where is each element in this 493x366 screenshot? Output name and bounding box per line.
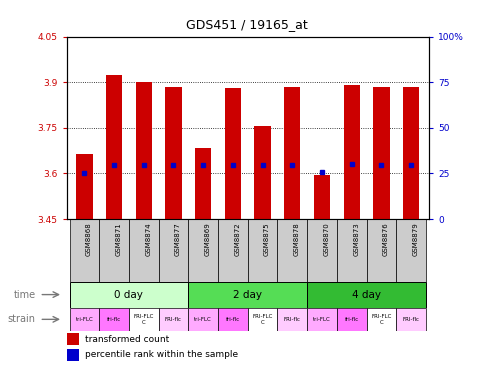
Bar [165,87,181,219]
Bar [70,307,99,331]
Bar [366,219,396,281]
Text: percentile rank within the sample: percentile rank within the sample [85,350,238,359]
Text: GSM8874: GSM8874 [145,222,151,256]
Bar [396,307,426,331]
Bar [366,307,396,331]
Bar [337,219,366,281]
Bar [218,307,248,331]
Bar [278,307,307,331]
Text: FRI-FLC
C: FRI-FLC C [252,314,273,325]
Bar [307,281,426,307]
Bar [129,307,159,331]
Text: tri-FLC: tri-FLC [194,317,212,322]
Bar [67,349,79,361]
Bar [188,307,218,331]
Text: tri-FLC: tri-FLC [313,317,331,322]
Text: 4 day: 4 day [352,290,381,300]
Text: GSM8868: GSM8868 [86,222,92,256]
Bar [344,85,360,219]
Text: GSM8870: GSM8870 [323,222,329,256]
Text: FRI-flc: FRI-flc [165,317,182,322]
Bar [373,87,389,219]
Bar [99,307,129,331]
Text: 2 day: 2 day [233,290,262,300]
Bar [248,307,278,331]
Bar [337,307,366,331]
Text: FRI-flc: FRI-flc [284,317,301,322]
Text: GSM8869: GSM8869 [205,222,211,256]
Bar [225,88,241,219]
Bar [136,82,152,219]
Bar [76,154,93,219]
Bar [70,219,99,281]
Text: GSM8877: GSM8877 [175,222,181,256]
Text: time: time [14,290,36,300]
Text: fri-flc: fri-flc [226,317,240,322]
Text: FRI-flc: FRI-flc [403,317,420,322]
Text: GSM8873: GSM8873 [353,222,359,256]
Bar [159,219,188,281]
Text: GSM8879: GSM8879 [413,222,419,256]
Bar [314,175,330,219]
Bar [159,307,188,331]
Bar [188,219,218,281]
Bar [307,219,337,281]
Bar [278,219,307,281]
Bar [129,219,159,281]
Text: GDS451 / 19165_at: GDS451 / 19165_at [186,18,307,31]
Text: fri-flc: fri-flc [345,317,359,322]
Text: transformed count: transformed count [85,335,169,344]
Bar [67,333,79,345]
Bar [99,219,129,281]
Text: 0 day: 0 day [114,290,143,300]
Bar [195,147,211,219]
Text: GSM8876: GSM8876 [383,222,389,256]
Text: GSM8875: GSM8875 [264,222,270,256]
Text: tri-FLC: tri-FLC [75,317,93,322]
Bar [307,307,337,331]
Bar [218,219,248,281]
Bar [403,87,419,219]
Bar [254,126,271,219]
Text: GSM8872: GSM8872 [234,222,241,256]
Text: strain: strain [8,314,36,324]
Text: FRI-FLC
C: FRI-FLC C [134,314,154,325]
Text: FRI-FLC
C: FRI-FLC C [371,314,391,325]
Bar [70,281,188,307]
Bar [284,87,300,219]
Bar [188,281,307,307]
Text: GSM8871: GSM8871 [115,222,122,256]
Bar [396,219,426,281]
Text: fri-flc: fri-flc [107,317,121,322]
Text: GSM8878: GSM8878 [294,222,300,256]
Bar [248,219,278,281]
Bar [106,75,122,219]
